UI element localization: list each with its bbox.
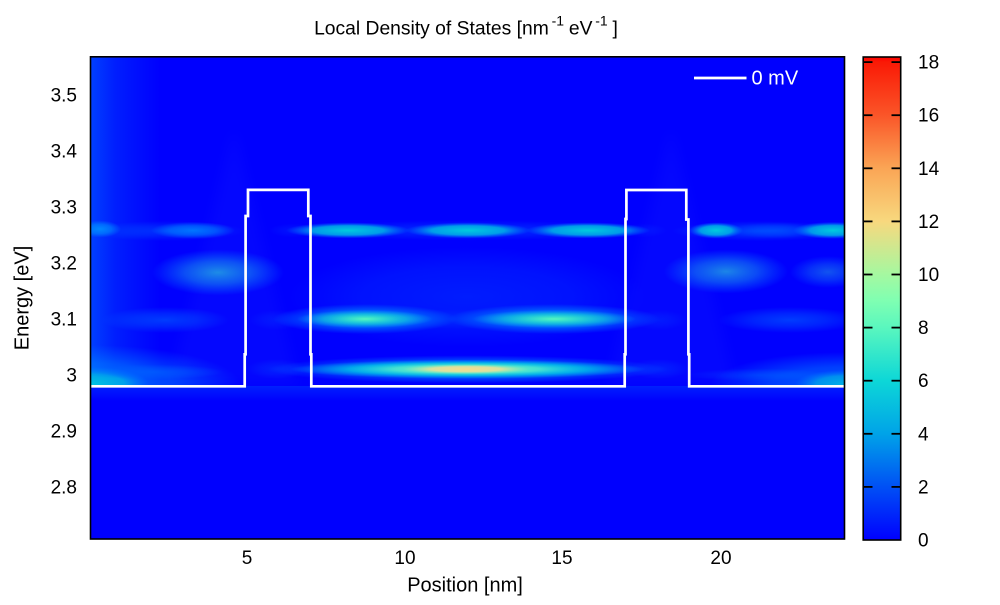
svg-text:8: 8 bbox=[918, 318, 929, 339]
svg-text:Energy [eV]: Energy [eV] bbox=[12, 246, 34, 351]
svg-text:0 mV: 0 mV bbox=[752, 68, 799, 90]
svg-text:10: 10 bbox=[394, 548, 415, 569]
svg-text:5: 5 bbox=[242, 548, 253, 569]
svg-text:3.4: 3.4 bbox=[51, 142, 78, 163]
svg-text:2.8: 2.8 bbox=[51, 478, 77, 499]
svg-text:10: 10 bbox=[918, 265, 939, 286]
svg-text:3: 3 bbox=[66, 366, 77, 387]
svg-text:Position [nm]: Position [nm] bbox=[407, 575, 523, 597]
svg-text:3.1: 3.1 bbox=[51, 310, 77, 331]
svg-text:0: 0 bbox=[918, 531, 929, 552]
svg-text:3.5: 3.5 bbox=[51, 86, 77, 107]
svg-text:6: 6 bbox=[918, 371, 929, 392]
svg-text:4: 4 bbox=[918, 424, 929, 445]
svg-text:Local Density of States [nm -1: Local Density of States [nm -1 eV -1 ] bbox=[314, 13, 618, 40]
svg-text:2: 2 bbox=[918, 477, 929, 498]
svg-text:2.9: 2.9 bbox=[51, 422, 77, 443]
svg-text:18: 18 bbox=[918, 53, 939, 74]
svg-text:3.2: 3.2 bbox=[51, 254, 77, 275]
svg-text:16: 16 bbox=[918, 106, 939, 127]
svg-text:3.3: 3.3 bbox=[51, 198, 77, 219]
svg-text:14: 14 bbox=[918, 159, 940, 180]
svg-text:20: 20 bbox=[710, 548, 731, 569]
svg-text:15: 15 bbox=[551, 548, 572, 569]
svg-text:12: 12 bbox=[918, 212, 939, 233]
